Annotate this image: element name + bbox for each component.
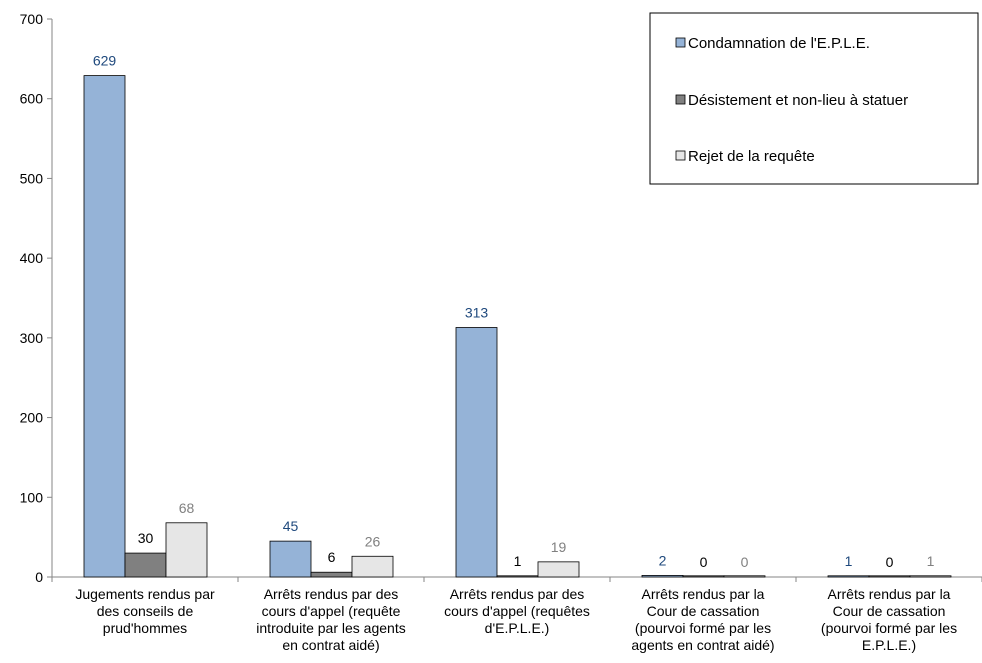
bar [124,552,167,578]
data-label: 68 [179,500,195,516]
bar [537,561,580,578]
x-category-label: Arrêts rendus par des cours d'appel (requ… [256,586,405,653]
bars [83,75,952,578]
legend-swatch [675,37,686,48]
bar [351,555,394,578]
bar [165,522,208,578]
bar [496,575,539,578]
legend: Condamnation de l'E.P.L.E. Désistement et… [649,12,979,185]
bar [310,571,353,578]
x-category-label: Jugements rendus par des conseils de prud'… [75,586,215,636]
data-labels: 629 45 313 2 1 30 6 1 0 0 68 26 19 0 1 [93,53,935,570]
x-category-label: Arrêts rendus par des cours d'appel (requ… [444,586,590,636]
data-label: 2 [659,552,667,568]
data-label: 0 [700,554,708,570]
legend-box [649,12,979,185]
x-category-label: Arrêts rendus par la Cour de cassation (po… [631,586,774,653]
data-label: 313 [465,304,489,320]
bar [641,575,684,578]
bar [83,75,126,578]
bar [868,575,911,578]
y-tick-label: 500 [20,170,44,186]
y-tick-label: 100 [20,489,44,505]
data-label: 30 [138,530,154,546]
data-label: 0 [886,554,894,570]
y-tick-label: 200 [20,410,44,426]
y-tick-label: 300 [20,330,44,346]
data-label: 45 [283,518,299,534]
data-label: 629 [93,53,117,69]
x-category-label: Arrêts rendus par la Cour de cassation (po… [821,586,957,653]
bar [455,327,498,578]
legend-label: Rejet de la requête [688,148,815,165]
bar [682,575,725,578]
legend-swatch [675,150,686,161]
data-label: 6 [328,549,336,565]
legend-swatch [675,94,686,105]
bar [909,575,952,578]
bar [723,575,766,578]
y-tick-label: 600 [20,91,44,107]
data-label: 1 [927,553,935,569]
legend-label: Désistement et non-lieu à statuer [688,92,908,109]
x-axis: Jugements rendus par des conseils de prud'… [51,576,982,653]
data-label: 19 [551,539,567,555]
legend-label: Condamnation de l'E.P.L.E. [688,35,870,52]
data-label: 1 [514,553,522,569]
y-axis: 0 100 200 300 400 500 600 700 [20,11,53,585]
data-label: 0 [741,554,749,570]
data-label: 26 [365,533,381,549]
y-tick-label: 400 [20,250,44,266]
y-tick-label: 700 [20,11,44,27]
bar [827,575,870,578]
data-label: 1 [845,553,853,569]
bar [269,540,312,578]
y-tick-label: 0 [35,569,43,585]
